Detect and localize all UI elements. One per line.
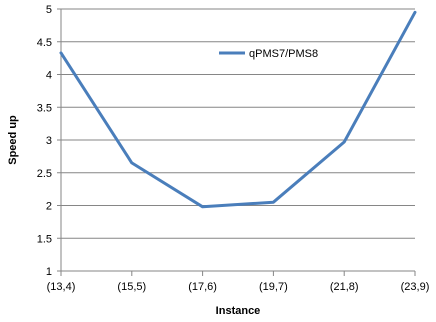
x-axis-title: Instance — [216, 305, 261, 317]
y-tick-label: 3 — [46, 135, 52, 147]
x-tick-label: (23,9) — [401, 281, 430, 293]
legend: qPMS7/PMS8 — [219, 48, 318, 60]
x-tick-label: (15,5) — [117, 281, 146, 293]
series-line — [59, 10, 417, 209]
x-tick-labels: (13,4) (15,5) (17,6) (19,7) (21,8) (23,9) — [47, 271, 430, 293]
x-tick-label: (21,8) — [330, 281, 359, 293]
y-tick-label: 2.5 — [37, 168, 52, 180]
y-axis-title: Speed up — [7, 115, 19, 165]
y-tick-labels: 1 1.5 2 2.5 3 3.5 4 4.5 5 — [37, 4, 61, 278]
y-tick-label: 5 — [46, 4, 52, 16]
y-tick-label: 3.5 — [37, 102, 52, 114]
y-tick-label: 1 — [46, 266, 52, 278]
x-tick-label: (17,6) — [188, 281, 217, 293]
series — [59, 10, 417, 209]
x-tick-label: (13,4) — [47, 281, 76, 293]
y-tick-label: 4.5 — [37, 37, 52, 49]
y-tick-label: 4 — [46, 70, 52, 82]
y-tick-label: 1.5 — [37, 233, 52, 245]
legend-label: qPMS7/PMS8 — [249, 48, 318, 60]
y-tick-label: 2 — [46, 201, 52, 213]
x-tick-label: (19,7) — [259, 281, 288, 293]
gridlines — [61, 8, 415, 239]
